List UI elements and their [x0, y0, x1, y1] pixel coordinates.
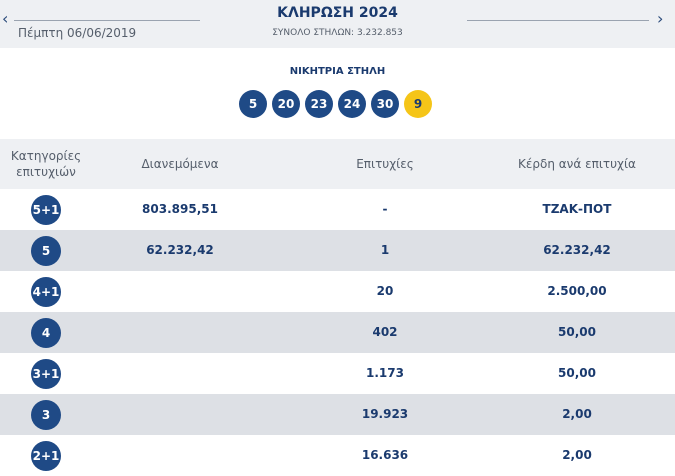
table-row: 4 402 50,00	[0, 312, 675, 353]
winning-numbers: 5 20 23 24 30 9	[239, 90, 432, 118]
prize-cell: ΤΖΑΚ-ΠΟΤ	[542, 202, 612, 216]
table-header: Κατηγορίες επιτυχιών Διανεμόμενα Επιτυχί…	[0, 139, 675, 189]
winners-cell: 16.636	[361, 448, 409, 462]
winners-cell: 19.923	[361, 407, 409, 421]
category-badge: 2+1	[31, 441, 61, 471]
winners-cell: -	[382, 202, 388, 216]
bonus-ball: 9	[404, 90, 432, 118]
draw-date: Πέμπτη 06/06/2019	[18, 26, 137, 40]
column-header-distributed: Διανεμόμενα	[141, 157, 219, 171]
winners-cell: 402	[372, 325, 398, 339]
category-badge: 3	[31, 400, 61, 430]
distributed-cell: 62.232,42	[146, 243, 214, 257]
column-header-prize: Κέρδη ανά επιτυχία	[518, 157, 636, 171]
prize-cell: 50,00	[558, 366, 596, 380]
category-badge: 4+1	[31, 277, 61, 307]
page-title: ΚΛΗΡΩΣΗ 2024	[277, 5, 398, 21]
table-row: 3 19.923 2,00	[0, 394, 675, 435]
prize-cell: 62.232,42	[543, 243, 611, 257]
number-ball: 30	[371, 90, 399, 118]
table-row: 4+1 20 2.500,00	[0, 271, 675, 312]
category-header-line2: επιτυχιών	[16, 165, 76, 179]
column-header-category: Κατηγορίες επιτυχιών	[6, 148, 86, 180]
number-ball: 24	[338, 90, 366, 118]
prize-cell: 2,00	[562, 448, 592, 462]
prize-cell: 50,00	[558, 325, 596, 339]
category-badge: 4	[31, 318, 61, 348]
chevron-left-icon[interactable]: ‹	[2, 9, 9, 28]
draw-header: ‹ Πέμπτη 06/06/2019 ΚΛΗΡΩΣΗ 2024 ΣΥΝΟΛΟ …	[0, 0, 675, 48]
number-ball: 5	[239, 90, 267, 118]
winners-cell: 20	[376, 284, 394, 298]
winners-cell: 1	[380, 243, 390, 257]
results-table: 5+1 803.895,51 - ΤΖΑΚ-ΠΟΤ 5 62.232,42 1 …	[0, 189, 675, 476]
winning-label: ΝΙΚΗΤΡΙΑ ΣΤΗΛΗ	[289, 66, 386, 77]
number-ball: 20	[272, 90, 300, 118]
divider	[14, 20, 200, 21]
table-row: 5+1 803.895,51 - ΤΖΑΚ-ΠΟΤ	[0, 189, 675, 230]
winners-cell: 1.173	[366, 366, 404, 380]
table-row: 5 62.232,42 1 62.232,42	[0, 230, 675, 271]
number-ball: 23	[305, 90, 333, 118]
table-row: 2+1 16.636 2,00	[0, 435, 675, 476]
distributed-cell: 803.895,51	[142, 202, 218, 216]
category-badge: 5	[31, 236, 61, 266]
table-row: 3+1 1.173 50,00	[0, 353, 675, 394]
prize-cell: 2.500,00	[547, 284, 607, 298]
chevron-right-icon[interactable]: ›	[657, 9, 664, 28]
total-columns: ΣΥΝΟΛΟ ΣΤΗΛΩΝ: 3.232.853	[272, 28, 403, 38]
category-badge: 5+1	[31, 195, 61, 225]
category-header-line1: Κατηγορίες	[10, 149, 82, 163]
column-header-winners: Επιτυχίες	[356, 157, 414, 171]
category-badge: 3+1	[31, 359, 61, 389]
prize-cell: 2,00	[562, 407, 592, 421]
divider	[467, 20, 649, 21]
